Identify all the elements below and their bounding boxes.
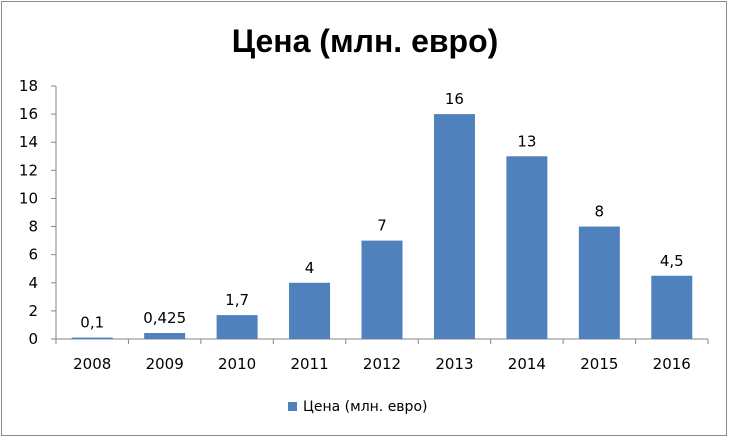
bar-2012[interactable] [361, 240, 403, 339]
data-label-2011: 4 [305, 259, 315, 277]
data-labels: 0,1 0,425 1,7 4 7 16 13 8 4,5 [80, 90, 683, 331]
x-tick-label: 2015 [580, 355, 618, 373]
x-tick-label: 2011 [290, 355, 328, 373]
y-tick-label: 16 [19, 105, 38, 123]
data-label-2014: 13 [517, 132, 536, 150]
bar-2009[interactable] [144, 333, 186, 339]
bar-2016[interactable] [651, 275, 693, 339]
y-tick-label: 10 [19, 189, 38, 207]
y-tick-label: 6 [28, 246, 38, 264]
y-axis: 0 2 4 6 8 10 12 14 16 18 [19, 77, 57, 348]
bar-2008[interactable] [71, 337, 113, 339]
data-label-2015: 8 [595, 203, 605, 221]
y-tick-label: 4 [28, 274, 38, 292]
y-tick-label: 18 [19, 77, 38, 95]
legend-label: Цена (млн. евро) [303, 399, 427, 415]
x-tick-label: 2009 [146, 355, 184, 373]
y-tick-label: 2 [28, 302, 38, 320]
data-label-2016: 4,5 [660, 252, 684, 270]
legend[interactable]: Цена (млн. евро) [288, 399, 427, 415]
x-tick-label: 2014 [508, 355, 546, 373]
y-tick-label: 0 [28, 330, 38, 348]
chart-title: Цена (млн. евро) [232, 23, 499, 59]
y-tick-label: 12 [19, 161, 38, 179]
bar-2013[interactable] [433, 114, 475, 339]
x-tick-label: 2012 [363, 355, 401, 373]
data-label-2008: 0,1 [80, 314, 104, 332]
legend-swatch [288, 402, 297, 411]
x-tick-label: 2008 [73, 355, 111, 373]
x-tick-label: 2016 [653, 355, 691, 373]
bar-2011[interactable] [289, 282, 331, 339]
data-label-2010: 1,7 [225, 291, 249, 309]
data-label-2012: 7 [377, 217, 387, 235]
bar-series [71, 114, 693, 339]
data-label-2013: 16 [445, 90, 464, 108]
x-tick-label: 2013 [435, 355, 473, 373]
x-tick-label: 2010 [218, 355, 256, 373]
bar-2014[interactable] [506, 156, 548, 339]
data-label-2009: 0,425 [143, 309, 186, 327]
x-axis: 2008 2009 2010 2011 2012 2013 2014 2015 2016 [55, 338, 709, 373]
y-tick-label: 8 [28, 218, 38, 236]
bar-2015[interactable] [578, 226, 620, 339]
y-tick-label: 14 [19, 133, 38, 151]
bar-2010[interactable] [216, 315, 258, 339]
